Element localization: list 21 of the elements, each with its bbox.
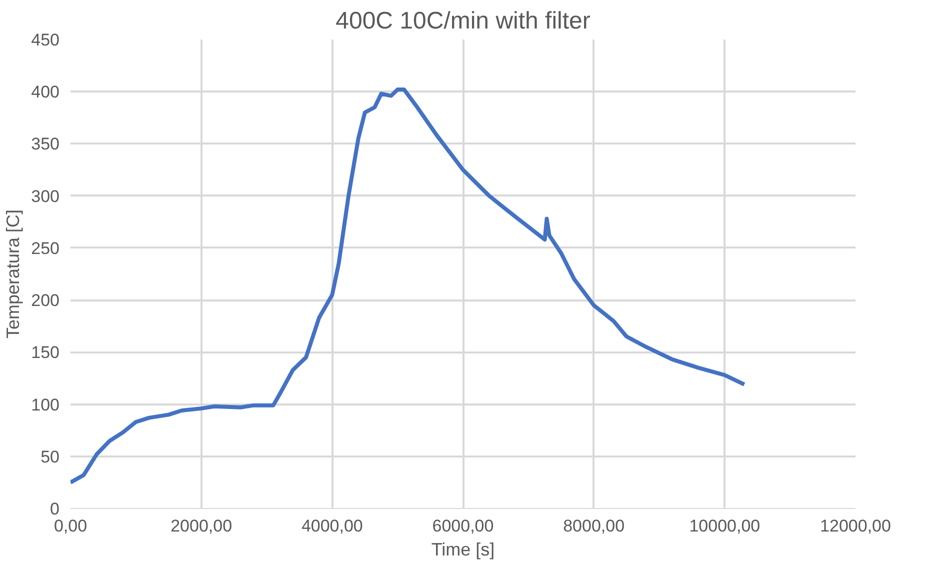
y-tick-label: 200: [31, 291, 60, 310]
x-axis-title: Time [s]: [431, 540, 495, 560]
y-tick-label: 350: [31, 134, 60, 154]
y-tick-label: 150: [31, 343, 60, 362]
x-tick-label: 6000,00: [432, 516, 494, 536]
x-tick-label: 10000,00: [689, 516, 760, 536]
y-tick-label: 300: [31, 186, 60, 206]
x-tick-label: 4000,00: [301, 516, 363, 536]
chart-title: 400C 10C/min with filter: [336, 8, 590, 34]
x-tick-label: 0,00: [54, 516, 88, 536]
y-tick-label: 450: [31, 30, 60, 50]
line-series: [70, 88, 746, 484]
y-tick-label: 50: [40, 447, 60, 466]
y-tick-label: 0: [50, 500, 60, 518]
x-tick-label: 2000,00: [170, 516, 232, 536]
x-tick-label: 12000,00: [820, 516, 891, 536]
y-tick-label: 400: [31, 82, 60, 102]
x-tick-label: 8000,00: [563, 516, 625, 536]
y-tick-label: 250: [31, 238, 60, 258]
y-axis-title: Temperatura [C]: [3, 209, 24, 339]
y-tick-label: 100: [31, 395, 60, 414]
